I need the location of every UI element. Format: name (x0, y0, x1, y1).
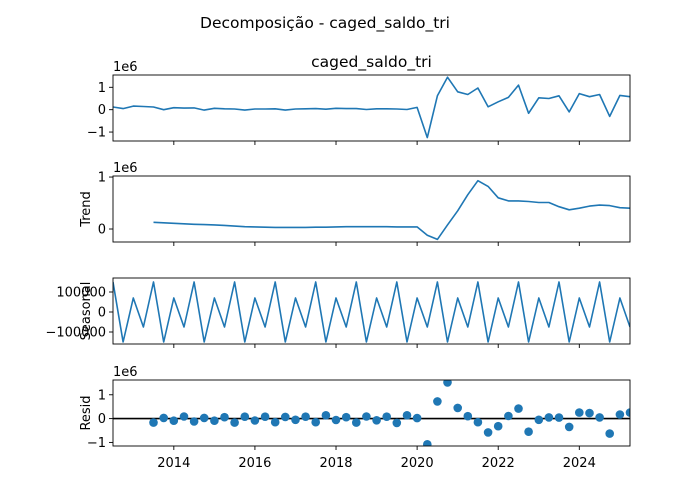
resid-point (615, 410, 625, 419)
panel-frame (112, 379, 631, 447)
panel-frame (112, 277, 631, 345)
resid-point (199, 413, 209, 423)
resid-point (220, 412, 229, 422)
panels: 1 0 −1 1e6 caged_saldo_tri 1 0 1e6 Trend 100000 0 −… (45, 53, 631, 471)
axis-multiplier: 1e6 (113, 161, 138, 176)
resid-point (159, 413, 168, 423)
resid-point (321, 411, 331, 420)
y-tick-label: 0 (98, 103, 106, 118)
x-tick-label: 2024 (563, 456, 596, 471)
resid-point (382, 412, 392, 422)
resid-point (524, 427, 533, 437)
resid-point (554, 413, 564, 422)
resid-point (534, 415, 544, 425)
panel-frame (112, 175, 631, 243)
resid-point (595, 413, 604, 422)
y-tick-label: −1 (87, 436, 106, 451)
resid-point (301, 412, 310, 422)
resid-point (341, 412, 351, 422)
resid-point (625, 408, 630, 417)
series-observed (113, 76, 630, 139)
y-tick-label: 0 (98, 223, 106, 238)
resid-point (514, 404, 523, 413)
y-tick-label: 100000 (56, 286, 106, 301)
resid-point (423, 440, 432, 446)
x-tick-label: 2022 (482, 456, 515, 471)
series-resid (149, 380, 630, 446)
y-tick-label: −100000 (45, 326, 106, 341)
resid-point (402, 411, 412, 420)
resid-point (544, 413, 554, 422)
resid-point (605, 429, 614, 438)
resid-point (352, 418, 361, 427)
x-tick-label: 2014 (157, 456, 190, 471)
series-trend (153, 179, 630, 241)
y-tick-label: 1 (98, 81, 106, 96)
resid-point (169, 416, 179, 426)
panel-frame (112, 74, 631, 142)
resid-point (281, 412, 290, 422)
resid-point (179, 412, 189, 421)
resid-point (493, 421, 503, 431)
x-tick-label: 2018 (319, 456, 352, 471)
resid-point (260, 412, 270, 422)
series-line (113, 76, 630, 139)
resid-point (433, 397, 442, 406)
y-axis-label: Resid (79, 395, 94, 430)
resid-point (331, 415, 341, 425)
panel-observed: 1 0 −1 1e6 caged_saldo_tri (87, 53, 631, 145)
resid-point (372, 416, 381, 425)
axis-multiplier: 1e6 (113, 60, 138, 75)
x-tick-label: 2016 (238, 456, 271, 471)
resid-point (362, 412, 371, 421)
resid-point (240, 412, 250, 422)
resid-point (392, 418, 402, 428)
resid-point (210, 416, 219, 426)
resid-point (564, 422, 574, 432)
resid-point (483, 428, 493, 437)
series-line (153, 179, 630, 241)
y-axis-label: Trend (79, 191, 94, 228)
figure-suptitle: Decomposição - caged_saldo_tri (200, 14, 450, 33)
axis-multiplier: 1e6 (113, 365, 138, 380)
series-line (113, 281, 630, 343)
panel-title: caged_saldo_tri (311, 53, 432, 72)
y-tick-label: 0 (98, 412, 106, 427)
panel-trend: 1 0 1e6 Trend (79, 161, 631, 246)
resid-point (311, 417, 321, 427)
y-tick-label: 1 (98, 171, 106, 186)
resid-point (291, 415, 300, 425)
y-axis-label: Seasonal (79, 282, 94, 341)
y-tick-label: −1 (87, 126, 106, 141)
panel-resid: 1 0 −1 1e6 Resid (79, 365, 631, 451)
resid-point (149, 418, 158, 427)
resid-point (412, 413, 422, 423)
resid-point (473, 417, 483, 427)
resid-point (189, 417, 199, 426)
resid-point (270, 417, 280, 427)
resid-point (250, 416, 260, 425)
resid-point (230, 418, 239, 427)
y-tick-label: 0 (98, 306, 106, 321)
series-seasonal (113, 281, 630, 343)
y-tick-label: 1 (98, 388, 106, 403)
resid-point (453, 403, 463, 413)
resid-point (443, 380, 452, 387)
resid-point (463, 411, 473, 421)
resid-point (575, 408, 584, 417)
x-tick-label: 2020 (401, 456, 434, 471)
resid-point (504, 411, 513, 421)
resid-point (585, 408, 594, 418)
